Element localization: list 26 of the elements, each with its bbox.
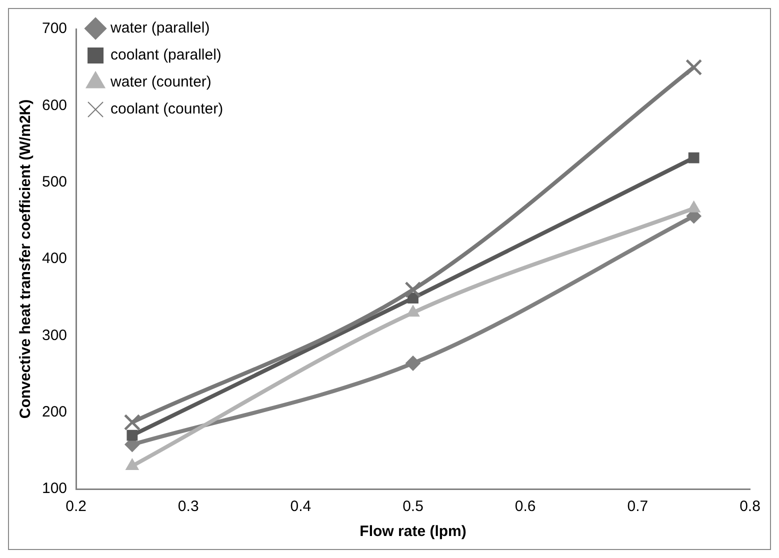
y-tick-label: 500 [42, 173, 68, 190]
x-tick-label: 0.2 [66, 498, 86, 516]
x-tick-label: 0.3 [178, 498, 199, 516]
y-tick-label: 100 [42, 480, 68, 498]
x-tick-label: 0.8 [740, 498, 760, 516]
x-tick-label: 0.5 [402, 498, 424, 516]
point [404, 281, 422, 298]
legend-label: water (counter) [110, 74, 212, 91]
y-tick-label: 600 [42, 96, 68, 114]
x-tick-label: 0.4 [290, 498, 312, 516]
legend-label: coolant (parallel) [110, 46, 222, 64]
x-axis-title: Flow rate (lpm) [360, 523, 466, 540]
y-tick-label: 300 [42, 326, 68, 344]
point [126, 430, 138, 441]
point [688, 152, 700, 164]
point [406, 356, 421, 371]
x-tick-label: 0.7 [627, 498, 648, 516]
point [686, 59, 702, 76]
y-tick-label: 700 [42, 20, 68, 38]
point [124, 414, 141, 431]
legend-label: coolant (counter) [110, 100, 224, 118]
x-tick-label: 0.6 [514, 498, 536, 516]
y-tick-label: 200 [42, 403, 68, 420]
y-axis-title: Convective heat transfer coefficient (W/m2K) [17, 99, 34, 419]
y-tick-label: 400 [42, 250, 68, 268]
legend-label: water (parallel) [110, 20, 210, 37]
